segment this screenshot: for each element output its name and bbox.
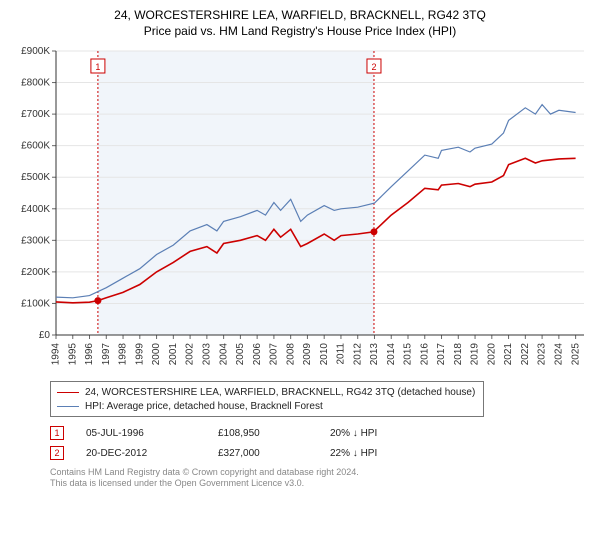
svg-text:2005: 2005	[235, 343, 246, 366]
sale-date: 20-DEC-2012	[86, 448, 196, 459]
svg-text:1996: 1996	[84, 343, 95, 366]
svg-text:2024: 2024	[553, 343, 564, 366]
svg-text:2018: 2018	[453, 343, 464, 366]
sale-pct: 22% ↓ HPI	[330, 448, 430, 459]
svg-text:2016: 2016	[419, 343, 430, 366]
svg-text:2013: 2013	[369, 343, 380, 366]
sale-price: £327,000	[218, 448, 308, 459]
svg-text:2006: 2006	[252, 343, 263, 366]
svg-text:1997: 1997	[101, 343, 112, 366]
legend: 24, WORCESTERSHIRE LEA, WARFIELD, BRACKN…	[50, 381, 484, 417]
sale-pct: 20% ↓ HPI	[330, 428, 430, 439]
svg-text:2014: 2014	[386, 343, 397, 366]
sales-table: 1 05-JUL-1996 £108,950 20% ↓ HPI 2 20-DE…	[50, 423, 588, 463]
svg-text:2004: 2004	[218, 343, 229, 366]
svg-text:2002: 2002	[185, 343, 196, 366]
svg-text:£0: £0	[39, 330, 51, 341]
svg-text:2023: 2023	[537, 343, 548, 366]
price-hpi-chart: £0 £100K £200K £300K £400K £500K £600K £700K £80…	[12, 45, 588, 375]
svg-text:2019: 2019	[470, 343, 481, 366]
svg-text:2011: 2011	[336, 343, 347, 365]
svg-text:£500K: £500K	[21, 172, 50, 183]
sale-marker-1: 1	[50, 426, 64, 440]
svg-text:£800K: £800K	[21, 78, 50, 89]
svg-text:2000: 2000	[151, 343, 162, 366]
svg-text:£100K: £100K	[21, 299, 50, 310]
chart-subtitle: Price paid vs. HM Land Registry's House …	[12, 24, 588, 40]
table-row: 1 05-JUL-1996 £108,950 20% ↓ HPI	[50, 423, 588, 443]
svg-text:£400K: £400K	[21, 204, 50, 215]
svg-text:£200K: £200K	[21, 267, 50, 278]
legend-label-hpi: HPI: Average price, detached house, Brac…	[85, 401, 323, 412]
sale-date: 05-JUL-1996	[86, 428, 196, 439]
table-row: 2 20-DEC-2012 £327,000 22% ↓ HPI	[50, 443, 588, 463]
sale-marker-2: 2	[50, 446, 64, 460]
svg-text:£300K: £300K	[21, 236, 50, 247]
svg-text:1994: 1994	[51, 343, 62, 366]
svg-text:£600K: £600K	[21, 141, 50, 152]
legend-item-price: 24, WORCESTERSHIRE LEA, WARFIELD, BRACKN…	[57, 385, 475, 399]
svg-text:2001: 2001	[168, 343, 179, 366]
svg-text:2015: 2015	[403, 343, 414, 366]
legend-swatch-price	[57, 392, 79, 393]
footer-line1: Contains HM Land Registry data © Crown c…	[50, 467, 588, 478]
svg-text:£900K: £900K	[21, 46, 50, 57]
svg-text:2009: 2009	[302, 343, 313, 366]
svg-text:2007: 2007	[269, 343, 280, 366]
svg-text:2008: 2008	[285, 343, 296, 366]
svg-text:£700K: £700K	[21, 109, 50, 120]
svg-text:1998: 1998	[118, 343, 129, 366]
svg-text:2022: 2022	[520, 343, 531, 366]
svg-text:2021: 2021	[503, 343, 514, 366]
legend-item-hpi: HPI: Average price, detached house, Brac…	[57, 399, 475, 413]
svg-text:1: 1	[95, 62, 100, 72]
svg-text:1999: 1999	[134, 343, 145, 366]
svg-text:2025: 2025	[570, 343, 581, 366]
legend-swatch-hpi	[57, 406, 79, 407]
chart-title-line1: 24, WORCESTERSHIRE LEA, WARFIELD, BRACKN…	[12, 8, 588, 24]
svg-text:2010: 2010	[319, 343, 330, 366]
svg-text:2003: 2003	[201, 343, 212, 366]
footer: Contains HM Land Registry data © Crown c…	[50, 467, 588, 490]
sale-price: £108,950	[218, 428, 308, 439]
svg-text:2: 2	[371, 62, 376, 72]
svg-text:1995: 1995	[67, 343, 78, 366]
svg-text:2017: 2017	[436, 343, 447, 366]
svg-text:2020: 2020	[486, 343, 497, 366]
legend-label-price: 24, WORCESTERSHIRE LEA, WARFIELD, BRACKN…	[85, 387, 475, 398]
svg-text:2012: 2012	[352, 343, 363, 366]
footer-line2: This data is licensed under the Open Gov…	[50, 478, 588, 489]
